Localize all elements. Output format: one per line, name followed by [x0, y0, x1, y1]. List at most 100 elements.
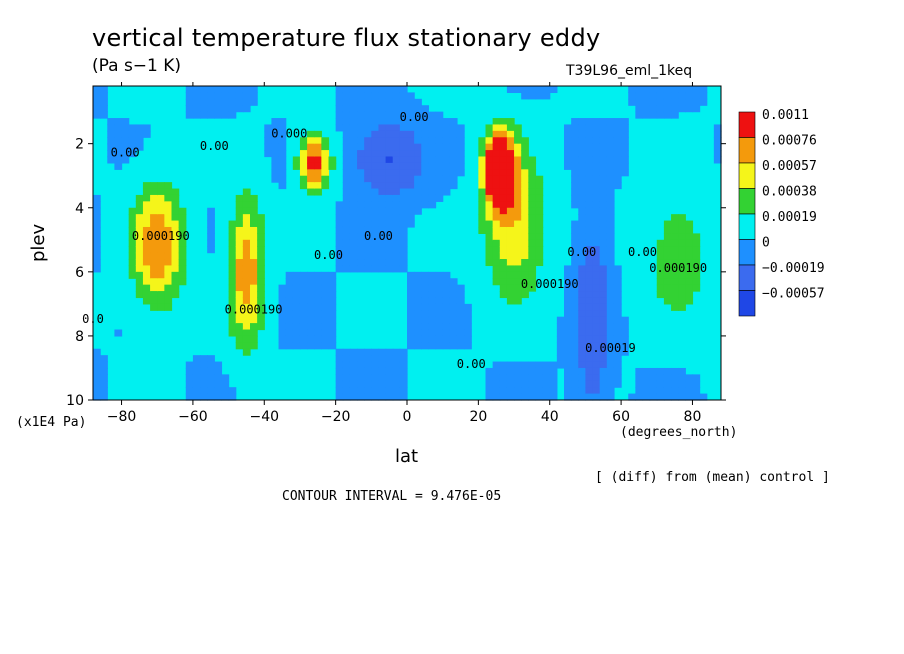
field-cell: [121, 124, 130, 132]
field-cell: [599, 162, 608, 170]
field-cell: [371, 124, 380, 132]
field-cell: [514, 259, 522, 267]
field-cell: [278, 323, 287, 331]
contour-label: 0.000190: [649, 261, 707, 275]
field-cell: [514, 162, 522, 170]
field-cell: [292, 303, 301, 311]
field-cell: [599, 226, 608, 234]
field-cell: [357, 214, 365, 222]
field-cell: [93, 98, 101, 106]
field-cell: [364, 175, 372, 183]
field-cell: [100, 355, 108, 363]
field-cell: [349, 130, 358, 138]
field-cell: [678, 92, 686, 100]
field-cell: [656, 291, 665, 299]
field-cell: [592, 335, 601, 343]
field-cell: [421, 130, 430, 138]
field-cell: [128, 150, 137, 158]
field-cell: [242, 310, 251, 318]
field-cell: [378, 169, 387, 177]
field-cell: [571, 201, 579, 209]
field-cell: [385, 246, 394, 254]
field-cell: [407, 169, 415, 177]
field-cell: [349, 201, 358, 209]
field-cell: [499, 214, 508, 222]
field-cell: [392, 92, 401, 100]
field-cell: [528, 92, 537, 100]
field-cell: [671, 252, 679, 260]
field-cell: [242, 265, 251, 273]
y-tick-label: 4: [75, 201, 84, 217]
field-cell: [635, 111, 644, 119]
field-cell: [414, 188, 422, 196]
field-cell: [414, 310, 422, 318]
field-cell: [414, 335, 422, 343]
field-cell: [478, 201, 487, 209]
field-cell: [321, 342, 330, 350]
field-cell: [192, 387, 201, 395]
field-cell: [292, 278, 301, 286]
field-cell: [585, 233, 594, 241]
field-cell: [599, 130, 608, 138]
field-cell: [656, 98, 665, 106]
field-cell: [278, 297, 287, 305]
field-cell: [528, 207, 537, 215]
field-cell: [528, 220, 537, 228]
field-cell: [578, 323, 587, 331]
field-cell: [142, 130, 151, 138]
field-cell: [606, 246, 615, 254]
field-cell: [342, 156, 351, 164]
field-cell: [321, 182, 330, 190]
field-cell: [328, 297, 337, 305]
field-cell: [349, 233, 358, 241]
field-cell: [335, 207, 344, 215]
field-cell: [442, 188, 451, 196]
field-cell: [535, 182, 544, 190]
field-cell: [592, 387, 601, 395]
field-cell: [692, 233, 701, 241]
field-cell: [285, 310, 294, 318]
field-cell: [371, 348, 380, 356]
field-cell: [649, 98, 658, 106]
field-cell: [571, 265, 579, 273]
field-cell: [342, 118, 351, 126]
field-cell: [142, 291, 151, 299]
field-cell: [192, 105, 201, 113]
field-cell: [307, 342, 315, 350]
field-cell: [571, 239, 579, 247]
field-cell: [678, 393, 686, 401]
field-cell: [342, 252, 351, 260]
field-cell: [506, 214, 515, 222]
field-cell: [442, 278, 451, 286]
field-cell: [613, 380, 622, 388]
field-cell: [606, 323, 615, 331]
y-tick-label: 8: [75, 329, 84, 345]
field-cell: [592, 182, 601, 190]
field-cell: [371, 188, 380, 196]
field-cell: [535, 86, 544, 94]
field-cell: [271, 150, 280, 158]
field-cell: [292, 271, 301, 279]
field-cell: [663, 239, 672, 247]
field-cell: [357, 169, 365, 177]
field-cell: [599, 175, 608, 183]
field-cell: [192, 361, 201, 369]
field-cell: [364, 86, 372, 94]
field-cell: [485, 387, 494, 395]
field-cell: [414, 291, 422, 299]
field-cell: [506, 226, 515, 234]
field-cell: [385, 220, 394, 228]
field-cell: [342, 220, 351, 228]
field-cell: [385, 137, 394, 145]
field-cell: [321, 137, 330, 145]
field-cell: [371, 130, 380, 138]
field-cell: [150, 303, 158, 311]
field-cell: [606, 137, 615, 145]
field-cell: [578, 143, 587, 151]
field-cell: [371, 182, 380, 190]
field-cell: [128, 124, 137, 132]
field-cell: [214, 361, 223, 369]
field-cell: [514, 137, 522, 145]
field-cell: [521, 284, 529, 292]
field-cell: [678, 233, 686, 241]
